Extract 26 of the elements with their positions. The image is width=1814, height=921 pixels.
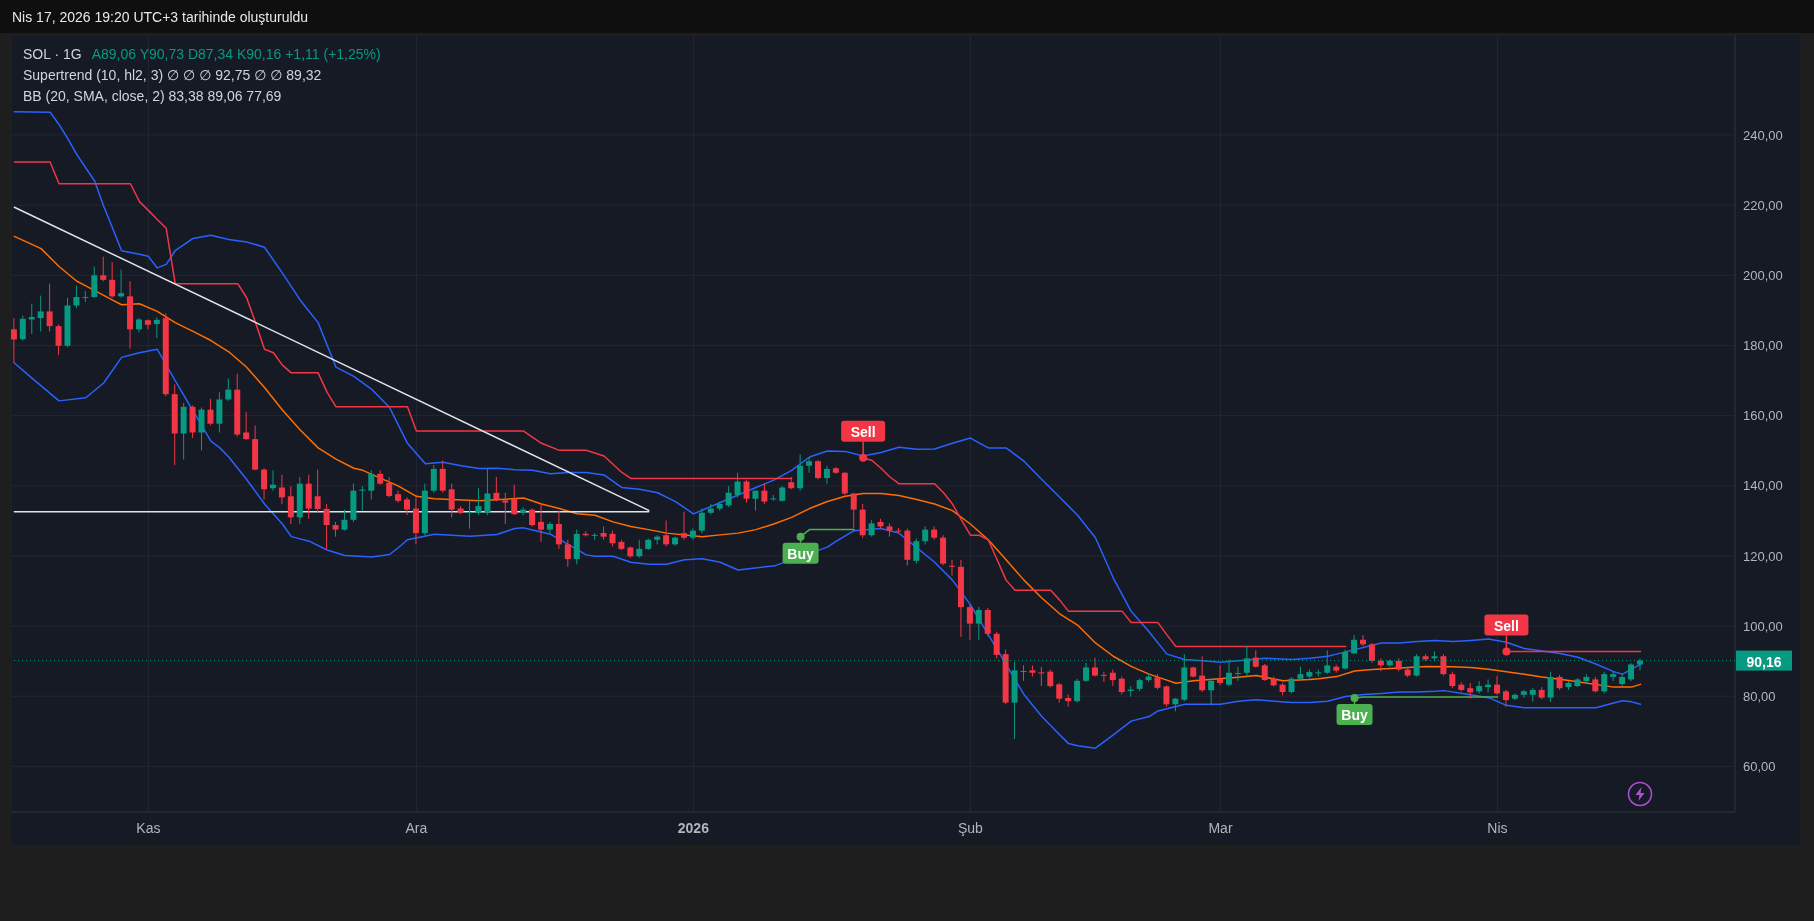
text: Nis 17, 2026 19:20 UTC+3 tarihinde oluşturuldu: [12, 9, 309, 25]
annotation: Supertrend (10, hl2, 3) ∅ ∅ ∅ 92,75 ∅ ∅ 89,32: [23, 66, 323, 85]
y-tick-label: 80,00: [1743, 688, 1776, 704]
x-tick-label: Nis: [1487, 820, 1508, 836]
x-tick-label: Mar: [1208, 820, 1233, 836]
x-tick-label: 2026: [677, 820, 710, 836]
annotation: Sell: [1493, 618, 1519, 635]
annotation: BB (20, SMA, close, 2) 83,38 89,06 77,69: [23, 87, 283, 106]
y-tick-label: 180,00: [1743, 338, 1783, 354]
annotation: Sell: [850, 424, 876, 441]
y-tick-label: 200,00: [1743, 267, 1783, 283]
x-tick-label: Şub: [957, 820, 984, 836]
y-tick-label: 220,00: [1743, 197, 1783, 213]
text: SOL · 1G: [23, 46, 82, 62]
y-tick-label: 240,00: [1743, 127, 1783, 143]
y-tick-label: 100,00: [1743, 618, 1783, 634]
y-tick-label: 120,00: [1743, 548, 1783, 564]
annotation: Buy: [1341, 707, 1368, 724]
annotation: Buy: [787, 546, 815, 563]
x-tick-label: Kas: [136, 820, 161, 836]
text: A89,06 Y90,73 D87,34 K90,16 +1,11 (+1,25%): [91, 46, 381, 62]
y-tick-label: 160,00: [1743, 408, 1783, 424]
x-tick-label: Ara: [405, 820, 428, 836]
ref-line-label: 90,16: [1746, 653, 1782, 670]
y-tick-label: 140,00: [1743, 478, 1783, 494]
y-tick-label: 60,00: [1743, 759, 1776, 775]
